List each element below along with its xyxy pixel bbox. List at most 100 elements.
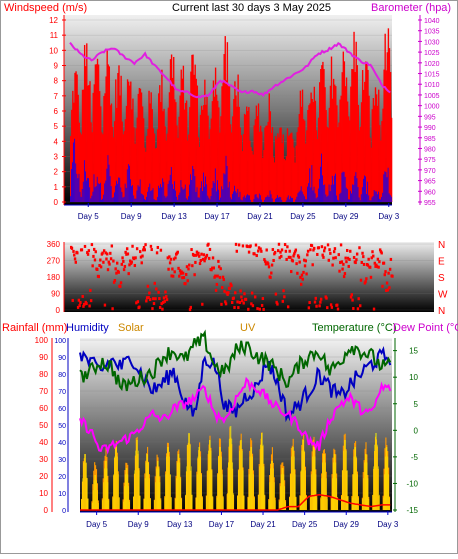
gust-bar (106, 169, 107, 202)
wind-direction-point (240, 296, 242, 299)
wind-direction-point (166, 298, 168, 301)
barometer-tick-label: 980 (424, 146, 436, 153)
humidity-tick-label: 0 (62, 508, 66, 515)
wind-direction-point (316, 253, 318, 256)
gust-bar (206, 184, 207, 202)
gust-bar (203, 173, 204, 202)
wind-direction-point (223, 290, 225, 293)
gust-bar (117, 184, 118, 202)
gust-bar (216, 191, 217, 202)
wind-direction-point (118, 271, 120, 274)
wind-direction-point (261, 304, 263, 307)
gust-bar (81, 197, 82, 202)
wind-direction-point (109, 252, 111, 255)
humidity-tick-label: 50 (58, 423, 66, 430)
gust-bar (331, 185, 332, 202)
gust-bar (116, 181, 117, 202)
gust-bar (240, 192, 241, 202)
wind-direction-point (174, 256, 176, 259)
gust-bar (134, 199, 135, 202)
humidity-axis-label: Humidity (66, 322, 109, 334)
gust-bar (177, 200, 178, 202)
gust-bar (130, 179, 131, 202)
wind-direction-point (188, 264, 190, 267)
wind-direction-point (344, 257, 346, 260)
wind-direction-point (233, 306, 235, 309)
wind-direction-point (289, 250, 291, 253)
windspeed-tick-label: 4 (54, 137, 59, 146)
wind-direction-point (298, 261, 300, 264)
wind-direction-point (296, 272, 298, 275)
gust-bar (318, 189, 319, 202)
gust-bar (142, 194, 143, 202)
wind-x-tick-label: Day 3 (378, 212, 399, 221)
gust-bar (163, 182, 164, 202)
gust-bar (312, 165, 313, 202)
wind-direction-point (320, 298, 322, 301)
gust-bar (144, 199, 145, 202)
wind-direction-point (155, 287, 157, 290)
gust-bar (388, 168, 389, 202)
rainfall-tick-label: 50 (39, 421, 48, 430)
wind-direction-point (284, 243, 286, 246)
gust-bar (300, 191, 301, 202)
gust-bar (386, 172, 387, 202)
gust-bar (95, 187, 96, 202)
wind-direction-point (119, 285, 121, 288)
gust-bar (140, 179, 141, 202)
wind-direction-point (313, 247, 315, 250)
wind-direction-point (236, 300, 238, 303)
gust-bar (336, 196, 337, 202)
wind-direction-point (107, 268, 109, 271)
barometer-tick-label: 1035 (424, 29, 440, 36)
gust-bar (310, 187, 311, 202)
wind-direction-point (342, 263, 344, 266)
gust-bar (103, 195, 104, 202)
gust-bar (356, 172, 357, 202)
wind-direction-point (148, 292, 150, 295)
wind-direction-point (348, 265, 350, 268)
wind-direction-point (88, 304, 90, 307)
gust-bar (175, 191, 176, 202)
gust-bar (166, 198, 167, 202)
wind-direction-point (145, 299, 147, 302)
wind-direction-point (348, 258, 350, 261)
wind-x-tick-label: Day 9 (121, 212, 142, 221)
wind-direction-point (169, 261, 171, 264)
gust-bar (365, 176, 366, 202)
gust-bar (236, 193, 237, 202)
gust-bar (315, 193, 316, 202)
gust-bar (104, 183, 105, 202)
gust-bar (296, 197, 297, 202)
gust-bar (275, 199, 276, 202)
wind-direction-point (122, 260, 124, 263)
gust-bar (74, 139, 75, 202)
wind-direction-point (150, 245, 152, 248)
wind-direction-point (388, 286, 390, 289)
gust-bar (391, 197, 392, 202)
gust-bar (232, 194, 233, 202)
gust-bar (264, 200, 265, 202)
gust-bar (181, 180, 182, 202)
gust-bar (247, 194, 248, 202)
gust-bar (382, 193, 383, 202)
gust-bar (377, 194, 378, 202)
wind-direction-point (154, 282, 156, 285)
gust-bar (269, 197, 270, 202)
wind-direction-point (138, 306, 140, 309)
wind-direction-point (220, 303, 222, 306)
gust-bar (295, 199, 296, 202)
wind-direction-point (94, 258, 96, 261)
wind-direction-point (110, 257, 112, 260)
gust-bar (375, 191, 376, 202)
wind-direction-point (217, 260, 219, 263)
wind-direction-point (144, 248, 146, 251)
gust-bar (229, 182, 230, 202)
gust-bar (329, 185, 330, 202)
wind-direction-point (154, 297, 156, 300)
direction-degree-label: 270 (47, 257, 61, 266)
wind-direction-point (326, 306, 328, 309)
gust-bar (342, 173, 343, 202)
wind-direction-point (157, 291, 159, 294)
gust-bar (110, 176, 111, 202)
